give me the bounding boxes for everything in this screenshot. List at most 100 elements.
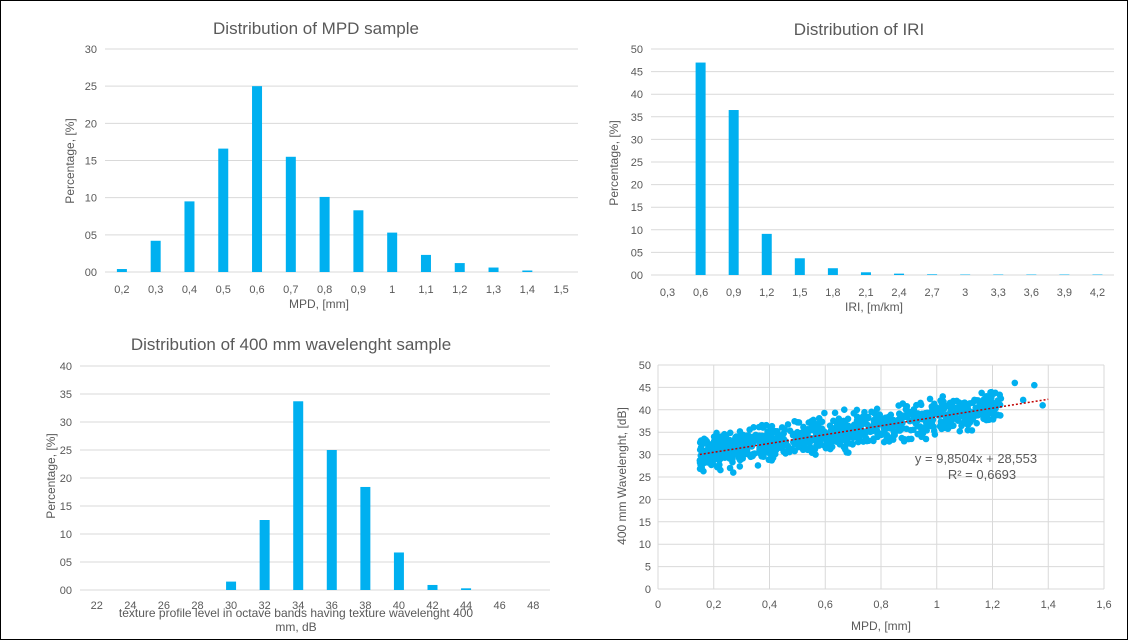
data-point <box>884 432 891 439</box>
data-point <box>914 410 921 417</box>
x-tick-label: 1,2 <box>985 599 1000 611</box>
data-point <box>934 407 941 414</box>
bar <box>421 255 431 272</box>
data-point <box>740 432 747 439</box>
data-point <box>1039 402 1046 409</box>
y-tick-label: 25 <box>85 81 97 93</box>
bar <box>353 210 363 272</box>
data-point <box>998 395 1005 402</box>
chart-title: Distribution of MPD sample <box>213 19 419 38</box>
x-tick-label: 46 <box>494 600 506 612</box>
y-axis-label: Percentage, [%] <box>44 433 58 518</box>
x-tick-label: 1,6 <box>1096 599 1111 611</box>
data-point <box>763 436 770 443</box>
y-tick-label: 15 <box>639 517 651 529</box>
data-point <box>841 406 848 413</box>
data-point <box>823 436 830 443</box>
bar <box>729 110 739 275</box>
x-tick-label: 48 <box>527 600 539 612</box>
y-tick-label: 45 <box>639 382 651 394</box>
data-point <box>764 428 771 435</box>
chart-title: Distribution of IRI <box>794 20 924 39</box>
y-tick-label: 25 <box>639 472 651 484</box>
x-tick-label: 22 <box>91 600 103 612</box>
bar <box>293 401 303 590</box>
y-tick-label: 20 <box>85 118 97 130</box>
data-point <box>953 415 960 422</box>
x-tick-label: 28 <box>191 600 203 612</box>
data-point <box>964 427 971 434</box>
data-point <box>810 417 817 424</box>
y-tick-label: 00 <box>85 267 97 279</box>
data-point <box>938 421 945 428</box>
y-tick-label: 45 <box>631 67 643 79</box>
bar <box>226 582 236 590</box>
x-tick-label: 2,7 <box>924 287 939 299</box>
y-tick-label: 15 <box>60 501 72 513</box>
data-point <box>708 458 715 465</box>
x-tick-label: 36 <box>326 600 338 612</box>
data-point <box>895 416 902 423</box>
data-point <box>871 416 878 423</box>
y-tick-label: 40 <box>631 89 643 101</box>
y-tick-label: 05 <box>85 230 97 242</box>
bar <box>828 268 838 275</box>
bar <box>522 271 532 272</box>
mpd-vs-wavelength-scatter: MPD, [mm] 400 mm Wavelenght, [dB] 051015… <box>615 360 1112 633</box>
data-point <box>869 428 876 435</box>
x-tick-label: 0,4 <box>182 284 197 296</box>
x-tick-label: 34 <box>292 600 304 612</box>
trendline-equation: y = 9,8504x + 28,553 <box>915 451 1037 466</box>
bar <box>327 450 337 590</box>
data-point <box>858 415 865 422</box>
y-tick-label: 40 <box>60 361 72 373</box>
y-tick-label: 20 <box>631 180 643 192</box>
data-point <box>736 455 743 462</box>
y-axis-label: Percentage, [%] <box>63 118 77 203</box>
x-tick-label: 26 <box>158 600 170 612</box>
x-tick-label: 0,8 <box>317 284 332 296</box>
data-point <box>787 428 794 435</box>
x-tick-label: 3,6 <box>1024 287 1039 299</box>
data-point <box>903 426 910 433</box>
data-point <box>858 431 865 438</box>
y-tick-label: 25 <box>631 157 643 169</box>
bar <box>184 201 194 272</box>
data-point <box>767 448 774 455</box>
x-tick-label: 0,8 <box>873 599 888 611</box>
x-tick-label: 1 <box>389 284 395 296</box>
bar <box>320 197 330 272</box>
y-tick-label: 30 <box>85 44 97 56</box>
y-tick-label: 35 <box>639 427 651 439</box>
x-tick-label: 0,2 <box>706 599 721 611</box>
x-tick-label: 0,9 <box>726 287 741 299</box>
data-point <box>801 434 808 441</box>
y-tick-label: 50 <box>639 360 651 372</box>
data-point <box>883 417 890 424</box>
x-tick-label: 0,2 <box>114 284 129 296</box>
bar <box>894 274 904 275</box>
data-point <box>716 462 723 469</box>
data-point <box>922 423 929 430</box>
x-tick-label: 1,1 <box>418 284 433 296</box>
bar <box>455 263 465 272</box>
x-axis-label: MPD, [mm] <box>851 619 911 633</box>
data-point <box>840 418 847 425</box>
data-point <box>992 389 999 396</box>
data-point <box>870 435 877 442</box>
y-tick-label: 30 <box>60 417 72 429</box>
data-point <box>928 410 935 417</box>
bar <box>696 63 706 275</box>
wavelength-distribution-chart: Distribution of 400 mm wavelenght sample… <box>44 335 550 634</box>
x-axis-label: MPD, [mm] <box>289 297 349 311</box>
x-tick-label: 1,2 <box>759 287 774 299</box>
data-point <box>1012 380 1019 387</box>
data-point <box>963 421 970 428</box>
bar <box>151 241 161 272</box>
data-point <box>842 446 849 453</box>
data-point <box>858 422 865 429</box>
x-tick-label: 2,4 <box>891 287 906 299</box>
data-point <box>850 410 857 417</box>
